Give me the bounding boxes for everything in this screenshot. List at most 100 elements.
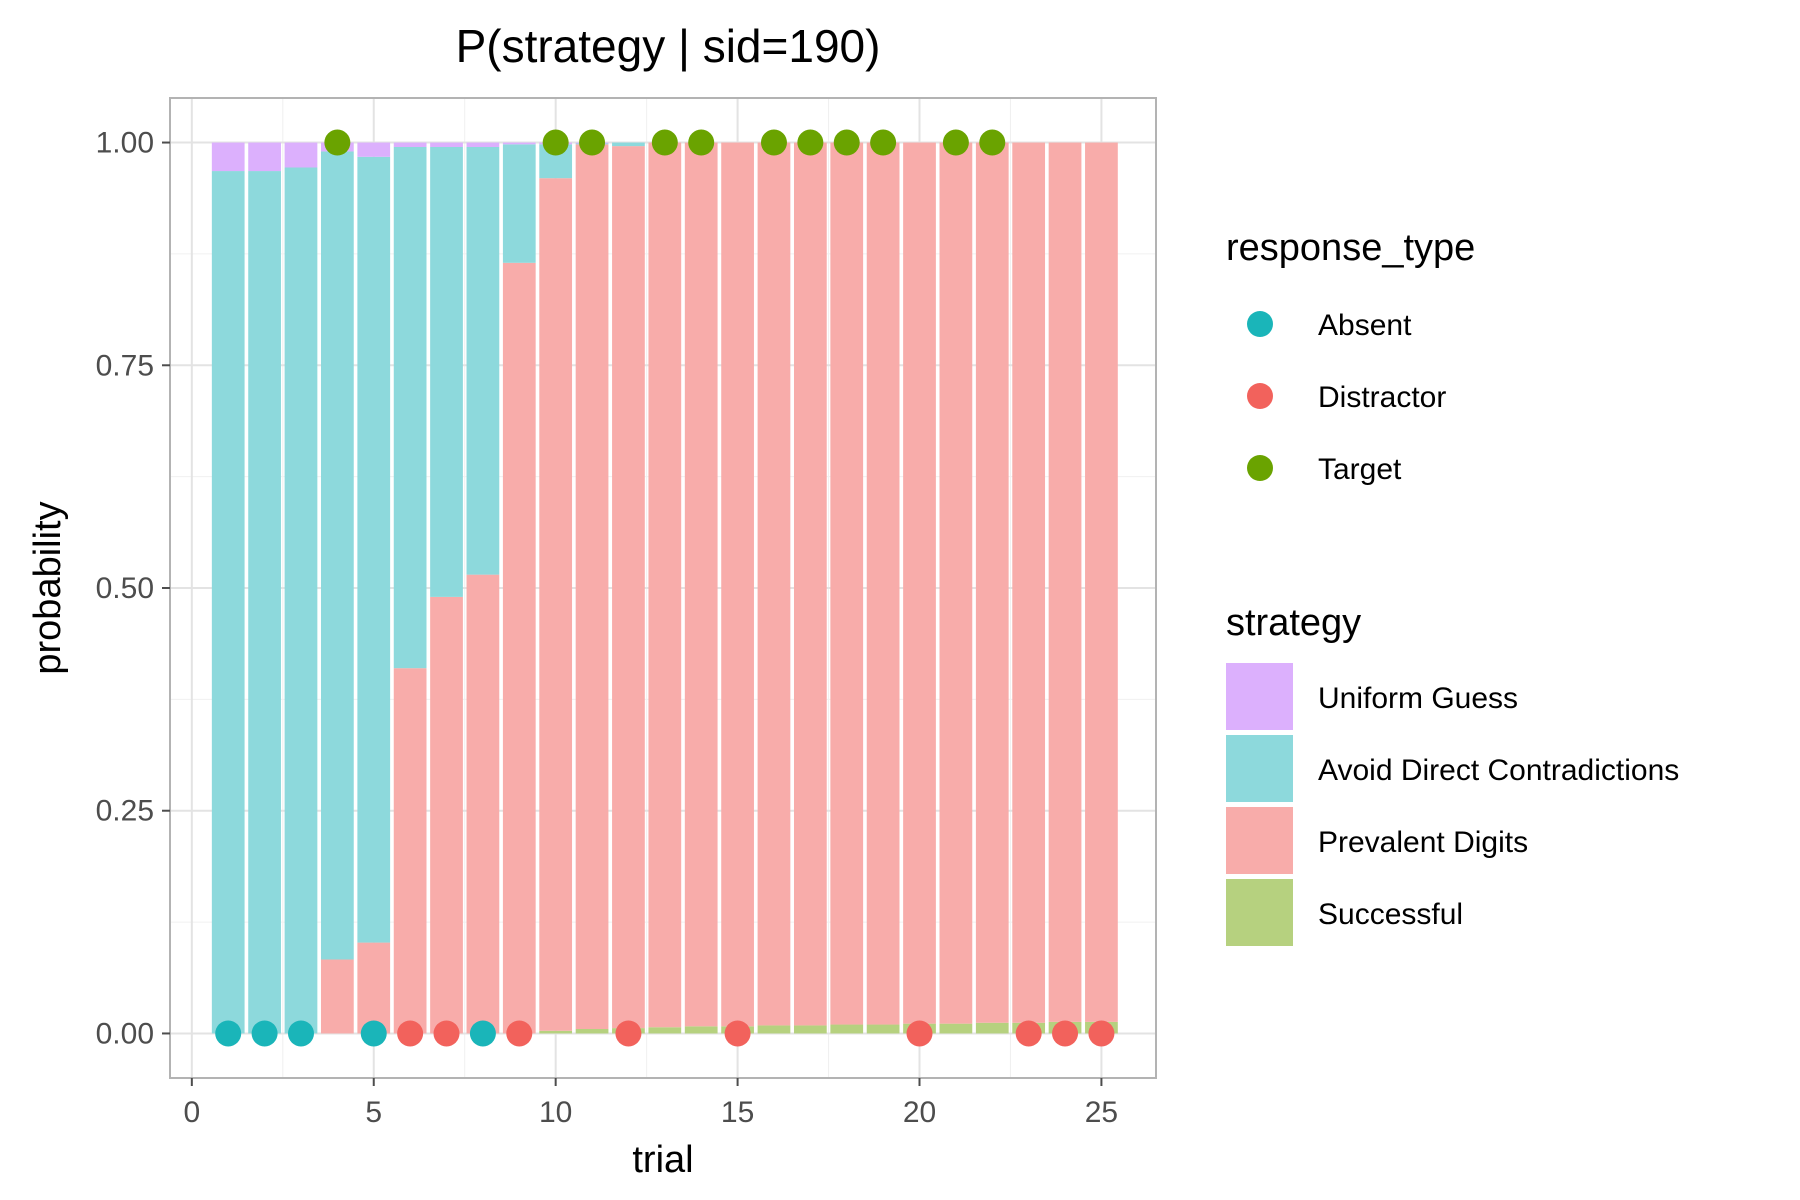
- bar-segment: [1012, 142, 1046, 1023]
- stacked-bars: [211, 142, 1118, 1034]
- bar-segment: [284, 167, 318, 1034]
- response-point: [797, 129, 824, 156]
- plot-panel: [169, 97, 1157, 1079]
- bar-segment: [466, 142, 500, 147]
- legend-response-key: [1247, 455, 1273, 481]
- response-point: [870, 129, 897, 156]
- bar-segment: [684, 142, 718, 1027]
- bar-segment: [684, 1026, 718, 1034]
- bar-segment: [502, 142, 536, 145]
- response-point: [360, 1020, 387, 1047]
- bar-segment: [1048, 142, 1082, 1022]
- legend-strategy-label: Avoid Direct Contradictions: [1318, 754, 1679, 787]
- response-point: [942, 129, 969, 156]
- legend-strategy-key: [1226, 663, 1293, 730]
- y-axis: 0.00 0.25 0.50 0.75 1.00: [96, 127, 170, 1050]
- legend-response-label: Absent: [1318, 309, 1412, 342]
- x-tick-label: 10: [539, 1096, 572, 1129]
- response-point: [688, 129, 715, 156]
- legend-strategy-key: [1226, 735, 1293, 802]
- response-point: [506, 1020, 533, 1047]
- bar-segment: [502, 262, 536, 1034]
- bar-segment: [502, 144, 536, 263]
- bar-segment: [320, 959, 354, 1034]
- bar-segment: [357, 942, 391, 1034]
- response-point: [579, 129, 606, 156]
- legend-strategy-label: Prevalent Digits: [1318, 826, 1528, 859]
- bar-segment: [248, 142, 281, 172]
- y-tick-label: 0.50: [96, 572, 154, 605]
- x-tick-label: 15: [721, 1096, 754, 1129]
- response-points: [215, 129, 1115, 1047]
- y-tick-label: 0.00: [96, 1017, 154, 1050]
- bar-segment: [939, 142, 973, 1024]
- response-point: [906, 1020, 933, 1047]
- bar-segment: [721, 142, 754, 1027]
- response-point: [251, 1020, 278, 1047]
- legend-response-key: [1247, 383, 1273, 409]
- bar-segment: [393, 668, 427, 1034]
- response-point: [433, 1020, 460, 1047]
- bar-segment: [430, 142, 463, 147]
- bar-segment: [466, 574, 500, 1034]
- response-point: [724, 1020, 751, 1047]
- bar-segment: [393, 147, 427, 669]
- legend-strategy-label: Uniform Guess: [1318, 682, 1518, 715]
- bar-segment: [612, 146, 645, 1029]
- bar-segment: [903, 142, 936, 1024]
- legend-response-label: Target: [1318, 453, 1402, 486]
- bar-segment: [211, 142, 245, 172]
- bar-segment: [975, 1022, 1009, 1034]
- chart-title: P(strategy | sid=190): [456, 20, 881, 72]
- bar-segment: [430, 147, 463, 597]
- response-point: [760, 129, 787, 156]
- x-tick-label: 25: [1085, 1096, 1118, 1129]
- bar-segment: [466, 147, 500, 575]
- x-axis-title: trial: [632, 1139, 693, 1181]
- x-tick-label: 5: [365, 1096, 382, 1129]
- bar-segment: [648, 1027, 682, 1034]
- legend-strategy-label: Successful: [1318, 898, 1463, 931]
- bar-segment: [830, 1024, 864, 1034]
- legend-response-title: response_type: [1226, 227, 1475, 269]
- response-point: [469, 1020, 496, 1047]
- response-point: [979, 129, 1006, 156]
- response-point: [215, 1020, 242, 1047]
- bar-segment: [612, 142, 645, 147]
- response-point: [1015, 1020, 1042, 1047]
- bar-segment: [757, 142, 791, 1026]
- legend-strategy: strategy Uniform Guess Avoid Direct Contr…: [1226, 602, 1679, 946]
- response-point: [651, 129, 678, 156]
- bar-segment: [1085, 142, 1118, 1022]
- response-point: [833, 129, 860, 156]
- legend-strategy-title: strategy: [1226, 602, 1361, 644]
- bar-segment: [211, 171, 245, 1034]
- legend-response-label: Distractor: [1318, 381, 1446, 414]
- x-axis: 0 5 10 15 20 25: [183, 1078, 1118, 1129]
- bar-segment: [430, 596, 463, 1034]
- bar-segment: [284, 142, 318, 168]
- response-point: [542, 129, 569, 156]
- legend-strategy-key: [1226, 879, 1293, 946]
- response-point: [1052, 1020, 1079, 1047]
- y-tick-label: 1.00: [96, 127, 154, 160]
- legend-response-key: [1247, 311, 1273, 337]
- bar-segment: [975, 142, 1009, 1023]
- bar-segment: [357, 142, 391, 157]
- bar-segment: [939, 1023, 973, 1034]
- y-tick-label: 0.25: [96, 795, 154, 828]
- bar-segment: [648, 142, 682, 1028]
- bar-segment: [539, 178, 573, 1031]
- bar-segment: [830, 142, 864, 1025]
- response-point: [1088, 1020, 1115, 1047]
- x-tick-label: 20: [903, 1096, 936, 1129]
- bar-segment: [393, 142, 427, 147]
- legend-response-type: response_type Absent Distractor Target: [1226, 227, 1475, 486]
- bar-segment: [575, 1029, 609, 1034]
- bar-segment: [793, 1025, 827, 1034]
- bar-segment: [866, 142, 900, 1025]
- response-point: [615, 1020, 642, 1047]
- bar-segment: [320, 151, 354, 960]
- bar-segment: [539, 1030, 573, 1034]
